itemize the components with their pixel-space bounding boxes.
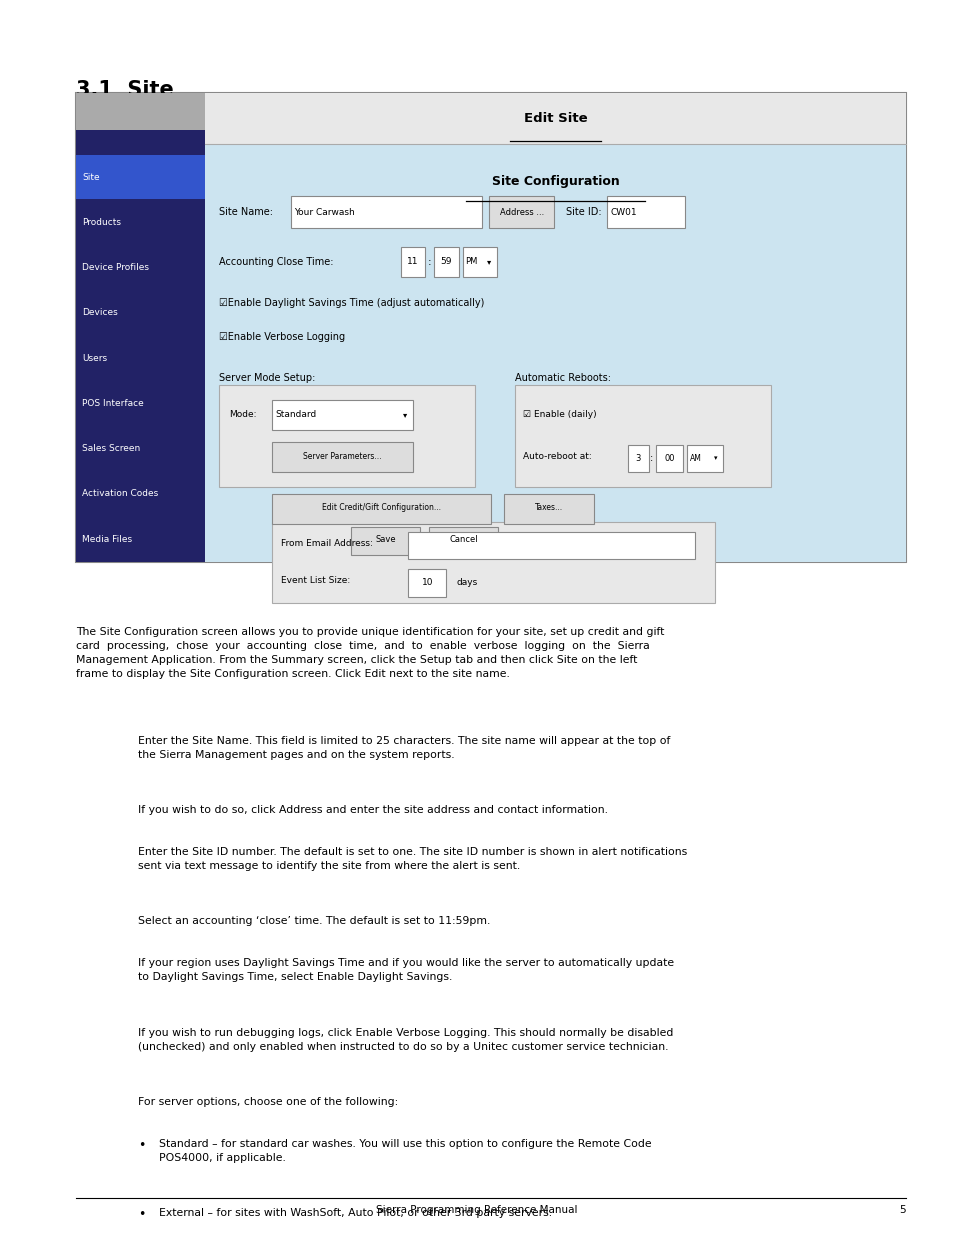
Bar (627, 445, 648, 472)
Text: Select an accounting ‘close’ time. The default is set to 11:59pm.: Select an accounting ‘close’ time. The d… (138, 916, 490, 926)
Text: 11: 11 (407, 257, 418, 267)
Text: Auto-reboot at:: Auto-reboot at: (522, 452, 591, 462)
Text: 3.1  Site: 3.1 Site (76, 80, 173, 100)
Text: POS Interface: POS Interface (82, 399, 144, 408)
Text: Site: Site (82, 173, 99, 182)
Text: Media Files: Media Files (82, 535, 132, 543)
Text: Sales Screen: Sales Screen (82, 445, 140, 453)
Bar (76, 93, 905, 562)
Bar (462, 247, 497, 277)
Text: Sierra Programming Reference Manual: Sierra Programming Reference Manual (375, 1205, 578, 1215)
Text: Your Carwash: Your Carwash (294, 207, 355, 217)
Bar (686, 445, 722, 472)
Bar (515, 385, 770, 487)
Bar (205, 93, 905, 144)
Text: ▾: ▾ (402, 410, 406, 420)
Text: Address ...: Address ... (499, 207, 543, 217)
Text: •: • (138, 1139, 146, 1152)
Text: If your region uses Daylight Savings Time and if you would like the server to au: If your region uses Daylight Savings Tim… (138, 958, 674, 982)
Text: ☑Enable Verbose Logging: ☑Enable Verbose Logging (219, 332, 345, 342)
Text: PM: PM (465, 257, 477, 267)
Text: :: : (649, 453, 653, 463)
Text: ☑Enable Daylight Savings Time (adjust automatically): ☑Enable Daylight Savings Time (adjust au… (219, 298, 484, 308)
Bar (272, 400, 413, 430)
Text: 5: 5 (899, 1205, 905, 1215)
Text: ▾: ▾ (486, 257, 490, 267)
Bar (489, 196, 554, 228)
Text: •: • (138, 1208, 146, 1221)
Bar (219, 385, 475, 487)
Text: :: : (427, 257, 431, 267)
Bar (429, 527, 497, 555)
Bar (606, 196, 684, 228)
Bar (272, 494, 491, 524)
Text: Products: Products (82, 217, 121, 227)
Bar (76, 93, 205, 562)
Text: Server Mode Setup:: Server Mode Setup: (219, 373, 315, 383)
Text: days: days (456, 578, 476, 588)
Text: Standard – for standard car washes. You will use this option to configure the Re: Standard – for standard car washes. You … (159, 1139, 651, 1162)
Text: Automatic Reboots:: Automatic Reboots: (515, 373, 611, 383)
Text: Edit Site: Edit Site (523, 112, 587, 125)
Text: Device Profiles: Device Profiles (82, 263, 149, 272)
Bar (272, 442, 413, 472)
Text: 59: 59 (440, 257, 452, 267)
Text: From Email Address:: From Email Address: (281, 538, 373, 548)
Text: Figure 4. Site Information Screen: Figure 4. Site Information Screen (366, 572, 587, 585)
Bar (503, 494, 594, 524)
Text: Standard: Standard (275, 410, 316, 420)
Text: Enter the Site ID number. The default is set to one. The site ID number is shown: Enter the Site ID number. The default is… (138, 847, 687, 871)
Text: 00: 00 (663, 453, 675, 463)
Text: Server Parameters...: Server Parameters... (303, 452, 381, 462)
Bar (434, 247, 458, 277)
Bar (408, 569, 446, 597)
Bar (408, 532, 694, 559)
Bar (272, 522, 715, 603)
Text: Activation Codes: Activation Codes (82, 489, 158, 499)
Text: If you wish to do so, click Address and enter the site address and contact infor: If you wish to do so, click Address and … (138, 805, 608, 815)
Text: Accounting Close Time:: Accounting Close Time: (219, 257, 334, 267)
Text: Mode:: Mode: (229, 410, 256, 420)
Text: Users: Users (82, 353, 107, 363)
Text: External – for sites with WashSoft, Auto Pilot, or other 3rd party servers.: External – for sites with WashSoft, Auto… (159, 1208, 552, 1218)
Text: 10: 10 (421, 578, 433, 588)
Bar (205, 93, 905, 562)
Bar (291, 196, 481, 228)
Text: AM: AM (689, 453, 700, 463)
Text: Devices: Devices (82, 309, 117, 317)
Text: Site Name:: Site Name: (219, 207, 274, 217)
Bar (76, 156, 205, 199)
Bar (76, 93, 205, 130)
Bar (656, 445, 682, 472)
Text: Enter the Site Name. This field is limited to 25 characters. The site name will : Enter the Site Name. This field is limit… (138, 736, 670, 760)
Text: Site Configuration: Site Configuration (492, 175, 618, 188)
Text: Taxes...: Taxes... (534, 503, 562, 513)
Text: Save: Save (375, 535, 395, 545)
Text: The Site Configuration screen allows you to provide unique identification for yo: The Site Configuration screen allows you… (76, 627, 664, 679)
Text: For server options, choose one of the following:: For server options, choose one of the fo… (138, 1097, 398, 1107)
Bar (400, 247, 425, 277)
Text: Event List Size:: Event List Size: (281, 576, 351, 585)
Text: Edit Credit/Gift Configuration...: Edit Credit/Gift Configuration... (322, 503, 440, 513)
Bar (351, 527, 419, 555)
Text: CW01: CW01 (610, 207, 637, 217)
Text: If you wish to run debugging logs, click Enable Verbose Logging. This should nor: If you wish to run debugging logs, click… (138, 1028, 673, 1051)
Text: ☑ Enable (daily): ☑ Enable (daily) (522, 410, 596, 420)
Text: ▾: ▾ (713, 456, 717, 461)
Text: Notifications:: Notifications: (523, 509, 587, 519)
Text: Cancel: Cancel (449, 535, 477, 545)
Text: 3: 3 (635, 453, 640, 463)
Text: Site ID:: Site ID: (565, 207, 600, 217)
